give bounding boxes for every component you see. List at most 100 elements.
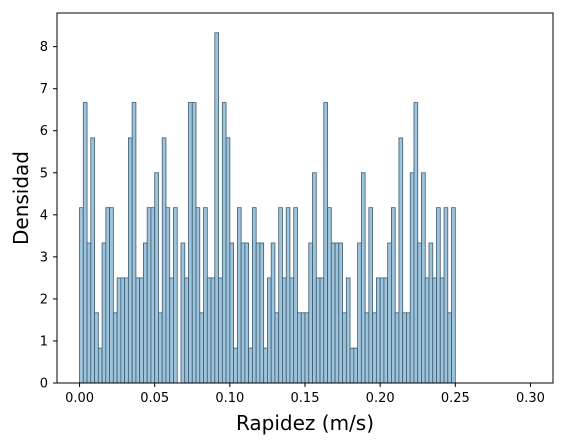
x-tick-label: 0.20 [366,391,395,406]
histogram-bar [357,242,362,384]
bars-group [79,32,456,384]
histogram-bar [406,312,411,384]
histogram-bar [86,242,92,384]
histogram-bar [300,312,306,384]
histogram-bar [439,277,445,384]
histogram-bar [289,277,295,384]
histogram-bar [105,207,111,384]
histogram-bar [409,172,415,384]
histogram-bar [146,207,152,384]
histogram-bar [169,277,174,384]
histogram-bar [375,277,381,384]
histogram-bar [236,207,242,384]
histogram-bar [394,312,400,384]
histogram-bar [338,242,343,384]
histogram-bar [199,312,204,384]
histogram-bar [203,207,208,384]
histogram-bar [379,277,385,384]
histogram-bar [368,207,374,384]
histogram-bar [240,242,246,384]
histogram-bar [263,347,268,384]
y-tick-label: 0 [40,377,48,392]
histogram-bar [330,242,336,384]
histogram-bar [158,312,163,384]
histogram-bar [116,277,122,384]
histogram-bar [383,277,389,384]
histogram-bar [180,242,186,384]
histogram-bar [195,207,201,384]
histogram-bar [345,277,351,384]
histogram-bar [364,312,370,384]
histogram-bar [432,277,437,384]
histogram-bar [124,277,129,384]
histogram-bar [417,242,422,384]
histogram-bar [188,102,193,384]
histogram-bar [398,137,404,384]
histogram-bar [214,32,219,384]
histogram-bar [293,207,298,384]
y-tick-label: 3 [40,250,48,265]
histogram-bar [436,207,441,384]
histogram-bar [327,207,332,384]
x-tick-label: 0.30 [516,391,545,406]
histogram-bar [387,242,392,384]
y-tick-label: 6 [40,124,48,139]
y-tick-label: 7 [40,82,48,97]
histogram-bar [413,102,419,384]
histogram-bar [443,207,449,384]
histogram-bar [323,102,328,384]
histogram-bar [225,137,231,384]
histogram-bar [191,102,197,384]
histogram-bar [154,172,159,384]
histogram-bar [360,172,366,384]
histogram-bar [127,137,133,384]
histogram-bar [255,242,261,384]
histogram-bar [79,207,84,384]
histogram-bar [248,347,253,384]
histogram-bar [342,312,347,384]
histogram-bar [259,242,265,384]
histogram-bar [109,207,114,384]
histogram-bar [94,312,99,384]
x-tick-label: 0.15 [291,391,320,406]
histogram-bar [278,207,283,384]
x-tick-label: 0.00 [65,391,94,406]
histogram-bar [150,207,156,384]
histogram-bar [270,242,276,384]
histogram-bar [90,137,95,384]
histogram-bar [135,277,141,384]
y-tick-label: 5 [40,166,48,181]
histogram-bar [184,277,189,384]
histogram-bar [312,172,317,384]
histogram-bar [173,207,178,384]
y-tick-label: 1 [40,334,48,349]
histogram-bar [285,207,291,384]
histogram-bar [244,242,250,384]
histogram-bar [334,242,340,384]
histogram-bar [251,207,257,384]
histogram-bar [210,277,216,384]
histogram-bar [101,242,107,384]
histogram-bar [297,312,302,384]
histogram-bar [304,312,310,384]
histogram-bar [120,277,126,384]
y-tick-label: 8 [40,40,48,55]
histogram-bar [218,277,223,384]
histogram-bar [165,207,171,384]
histogram-bar [274,312,280,384]
histogram-bar [267,277,272,384]
y-axis-label: Densidad [9,151,33,245]
histogram-bar [402,312,407,384]
histogram-bar [319,277,325,384]
histogram-bar [206,277,212,384]
x-tick-label: 0.10 [215,391,244,406]
histogram-bar [233,347,238,384]
y-tick-label: 2 [40,292,48,307]
histogram-bar [315,277,321,384]
histogram-bar [372,312,377,384]
histogram-bar [282,277,287,384]
histogram-bar [161,137,167,384]
histogram-bar [308,242,313,384]
histogram-bar [391,207,396,384]
